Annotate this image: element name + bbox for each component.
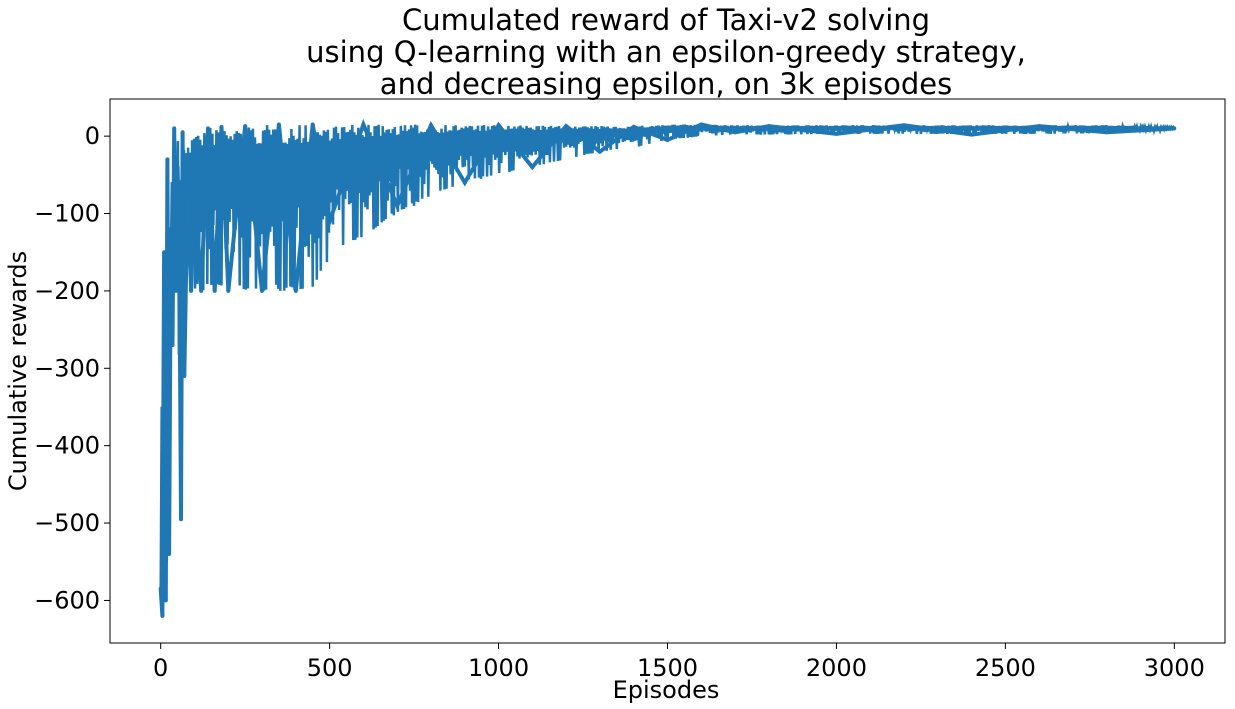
data-point (199, 288, 204, 293)
data-point (212, 288, 217, 293)
series-group (158, 118, 1177, 618)
x-tick-label: 1000 (468, 654, 529, 682)
data-point (530, 165, 535, 170)
data-point (165, 157, 170, 162)
data-point (173, 288, 178, 293)
data-point (182, 374, 187, 378)
data-point (1104, 130, 1109, 135)
data-point (834, 131, 839, 136)
data-point (243, 124, 248, 129)
data-point (167, 552, 172, 556)
y-tick-label: −500 (34, 509, 100, 537)
y-tick-label: −400 (34, 432, 100, 460)
data-point (969, 132, 974, 137)
chart-title: Cumulated reward of Taxi-v2 solving usin… (306, 3, 1026, 101)
y-tick-label: −600 (34, 586, 100, 614)
data-point (185, 180, 190, 185)
data-point (293, 288, 298, 293)
data-point (395, 203, 400, 208)
data-point (564, 124, 569, 129)
x-tick-label: 3000 (1144, 654, 1205, 682)
data-point (206, 126, 210, 131)
title-line-2: using Q-learning with an epsilon-greedy … (306, 35, 1026, 69)
y-tick-label: −100 (34, 200, 100, 228)
data-point (361, 122, 366, 127)
data-point (189, 288, 194, 293)
data-point (162, 250, 167, 255)
data-point (310, 122, 315, 127)
data-point (180, 130, 185, 135)
data-point (226, 288, 231, 293)
title-line-1: Cumulated reward of Taxi-v2 solving (402, 3, 930, 37)
data-point (429, 123, 433, 128)
x-axis-label: Episodes (613, 676, 720, 704)
data-point (170, 343, 175, 348)
data-point (665, 138, 670, 142)
data-point (1037, 124, 1042, 129)
data-point (168, 246, 173, 251)
data-point (160, 613, 165, 618)
y-tick-label: −300 (34, 354, 100, 382)
series-line (158, 118, 1175, 617)
data-point (631, 124, 636, 129)
y-axis-label: Cumulative rewards (4, 251, 32, 491)
title-line-3: and decreasing epsilon, on 3k episodes (380, 67, 952, 101)
data-point (192, 176, 197, 181)
data-point (175, 165, 180, 170)
data-point (597, 149, 602, 154)
data-point (1172, 126, 1177, 131)
y-tick-label: 0 (85, 122, 100, 150)
y-axis: −600 −500 −400 −300 −200 −100 0 (34, 122, 110, 614)
data-point (260, 288, 264, 293)
data-point (733, 130, 738, 135)
data-point (177, 242, 182, 247)
x-tick-label: 0 (153, 654, 168, 682)
data-point (766, 124, 771, 129)
data-point (496, 123, 501, 128)
x-axis: 0 500 1000 1500 2000 2500 3000 (153, 643, 1205, 682)
data-point (179, 517, 183, 522)
data-point (172, 126, 177, 131)
data-point (158, 586, 163, 591)
data-point (163, 598, 168, 603)
x-tick-label: 1500 (637, 654, 698, 682)
data-point (902, 123, 906, 128)
data-point (699, 122, 704, 127)
data-point (219, 124, 224, 129)
x-tick-label: 2000 (806, 654, 867, 682)
x-tick-label: 2500 (975, 654, 1036, 682)
data-point (462, 180, 467, 185)
data-point (327, 219, 332, 224)
y-tick-label: −200 (34, 277, 100, 305)
data-point (276, 122, 281, 127)
x-tick-label: 500 (307, 654, 353, 682)
series-oscillation-trace (159, 121, 1176, 603)
